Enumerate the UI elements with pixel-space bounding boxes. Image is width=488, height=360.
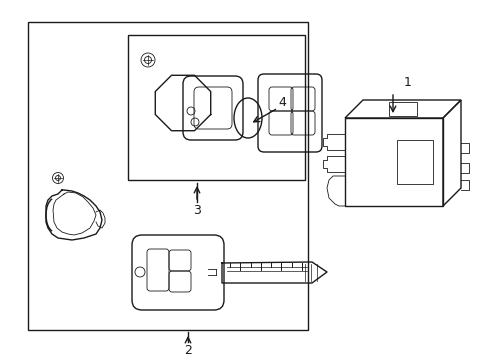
Bar	[345, 118, 442, 206]
Bar	[396, 140, 432, 184]
Text: 4: 4	[278, 96, 285, 109]
Bar	[388, 102, 416, 116]
Bar	[28, 22, 307, 330]
Text: 2: 2	[183, 343, 192, 356]
Text: 3: 3	[193, 203, 201, 216]
Bar	[128, 35, 305, 180]
Text: 1: 1	[403, 76, 411, 89]
